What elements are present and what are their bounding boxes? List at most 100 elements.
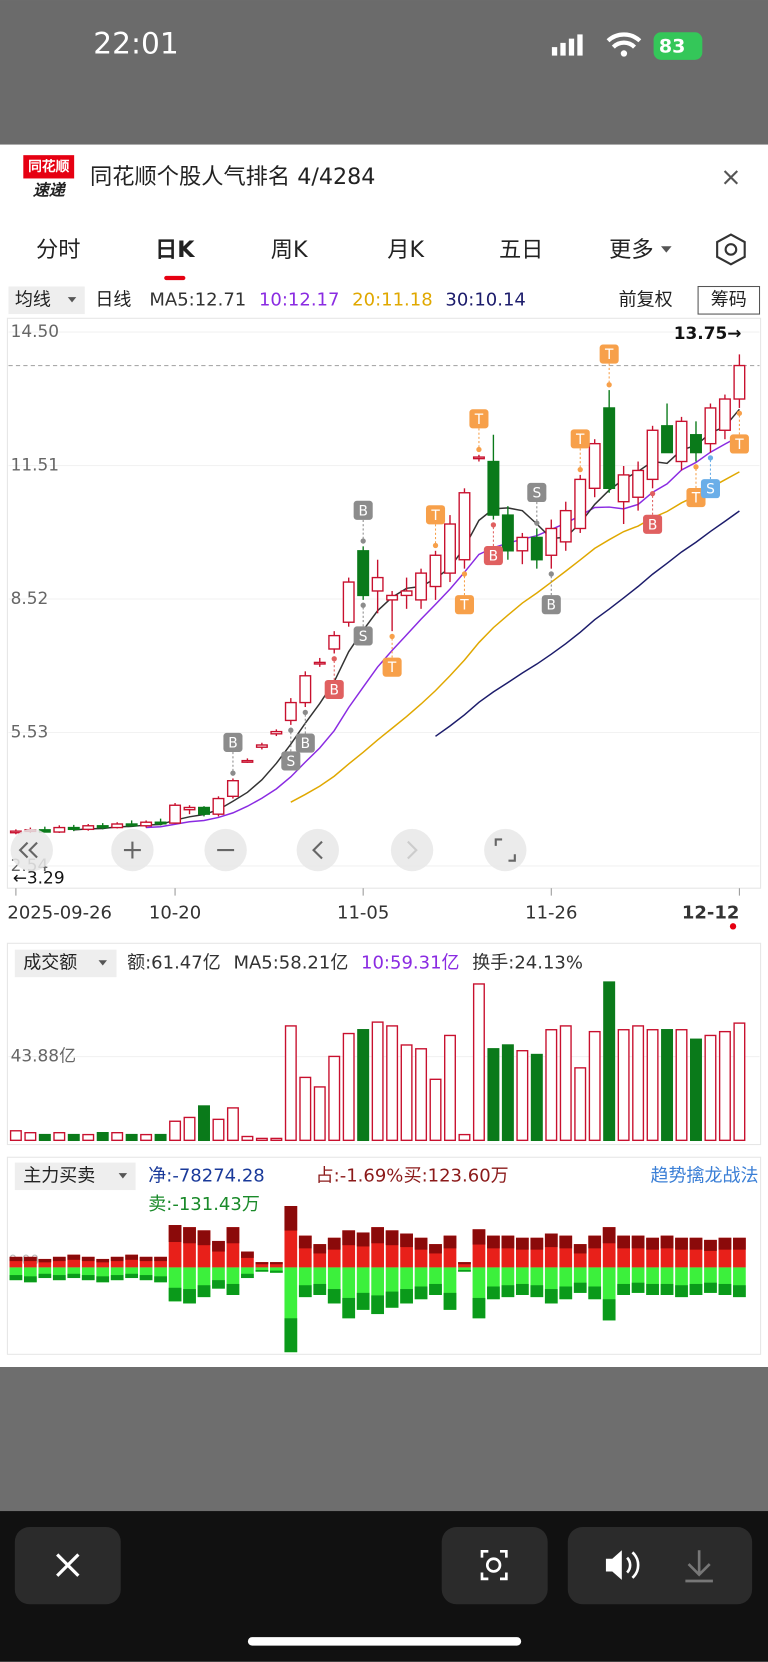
flow-selector[interactable] bbox=[14, 1162, 136, 1191]
signal-dot bbox=[649, 490, 656, 497]
sell-bar-bottom bbox=[168, 1287, 182, 1302]
candle-body bbox=[212, 797, 225, 815]
volume-bar bbox=[588, 1030, 601, 1142]
buy-bar-top bbox=[67, 1254, 81, 1260]
volume-bar bbox=[386, 1025, 399, 1142]
tab[interactable]: 周K bbox=[271, 237, 309, 263]
sell-bar-bottom bbox=[226, 1283, 240, 1295]
signal-label: T bbox=[387, 660, 397, 676]
x-tick-label: 10-20 bbox=[149, 903, 201, 924]
signal-label: T bbox=[604, 347, 614, 363]
buy-bar-top bbox=[617, 1235, 630, 1249]
buy-bar-top bbox=[675, 1237, 688, 1250]
buy-bar-top bbox=[327, 1237, 341, 1250]
backdrop bbox=[0, 1367, 768, 1512]
logo bbox=[23, 155, 75, 179]
signal-label: S bbox=[706, 482, 715, 498]
sell-bar-bottom bbox=[197, 1285, 211, 1298]
flow-buy: 买:123.60万 bbox=[404, 1165, 509, 1186]
sell-bar-bottom bbox=[515, 1283, 529, 1295]
control-fullscreen[interactable] bbox=[484, 828, 527, 872]
signal-badge bbox=[353, 626, 373, 646]
signal-dot bbox=[606, 382, 612, 388]
candle-body bbox=[299, 675, 312, 704]
candle-body bbox=[690, 434, 702, 454]
sell-bar-bottom bbox=[602, 1299, 616, 1321]
buy-bar-top bbox=[429, 1244, 442, 1254]
flow-link[interactable]: 趋势擒龙战法 bbox=[650, 1165, 758, 1186]
sell-bar-bottom bbox=[487, 1286, 500, 1300]
signal-dot bbox=[432, 542, 439, 549]
volume-bar bbox=[444, 1034, 456, 1142]
signal-dot bbox=[490, 522, 497, 528]
x-tick-label: 12-12 bbox=[682, 903, 740, 924]
tab[interactable]: 更多 bbox=[609, 237, 653, 263]
sell-bar-bottom bbox=[718, 1283, 732, 1295]
settings-button[interactable] bbox=[716, 233, 746, 266]
close-button[interactable] bbox=[723, 170, 739, 185]
volume-bar bbox=[226, 1107, 239, 1142]
signal-badge bbox=[324, 679, 344, 700]
adjust[interactable]: 前复权 bbox=[619, 289, 673, 310]
sound-button[interactable] bbox=[605, 1550, 622, 1580]
volume-bar bbox=[603, 981, 616, 1142]
candle-body bbox=[67, 826, 80, 831]
control-prev[interactable] bbox=[296, 828, 339, 872]
volume-bar bbox=[342, 1032, 355, 1142]
buy-bar bbox=[139, 1256, 153, 1268]
signal-dot bbox=[707, 455, 714, 461]
volume-stat: 换手:24.13% bbox=[472, 952, 583, 973]
candle-body bbox=[386, 594, 399, 601]
candle-body bbox=[255, 744, 268, 748]
sell-bar-bottom bbox=[646, 1283, 659, 1295]
volume-bar bbox=[501, 1044, 514, 1142]
volume-bar bbox=[328, 1055, 341, 1142]
volume-selector-label: 成交额 bbox=[23, 952, 77, 973]
candle-body bbox=[458, 492, 471, 561]
candle-body bbox=[270, 730, 283, 735]
tab[interactable]: 五日 bbox=[499, 237, 543, 263]
buy-bar bbox=[154, 1256, 167, 1268]
buy-bar-top bbox=[718, 1237, 732, 1250]
control-rewind[interactable] bbox=[10, 828, 53, 872]
sell-bar-bottom bbox=[342, 1297, 356, 1319]
dismiss-icon bbox=[56, 1553, 80, 1577]
candle-body bbox=[704, 407, 717, 445]
scan-button[interactable] bbox=[441, 1526, 548, 1605]
candle-body bbox=[675, 420, 688, 463]
sell-bar-bottom bbox=[67, 1273, 81, 1279]
x-tick-label: 2025-09-26 bbox=[7, 903, 112, 924]
volume-bar bbox=[574, 1067, 587, 1142]
control-next[interactable] bbox=[390, 828, 434, 872]
ma-legend: MA5:12.71 10:12.17 20:11.18 30:10.14 bbox=[149, 289, 526, 310]
volume-bar bbox=[125, 1133, 138, 1142]
signal-badge bbox=[469, 409, 489, 429]
tab[interactable]: 日K bbox=[155, 237, 195, 263]
ma-line bbox=[146, 435, 740, 829]
volume-selector[interactable] bbox=[14, 949, 117, 978]
tab[interactable]: 月K bbox=[387, 237, 425, 263]
volume-bar bbox=[472, 983, 485, 1142]
signal-badge bbox=[541, 595, 561, 615]
signal-label: T bbox=[734, 437, 744, 453]
signal-badge bbox=[281, 751, 301, 771]
buy-bar-top bbox=[255, 1262, 269, 1265]
buy-bar-top bbox=[385, 1230, 399, 1246]
buy-bar-top bbox=[371, 1227, 384, 1244]
buy-bar-top bbox=[544, 1233, 558, 1248]
chips-button[interactable] bbox=[697, 285, 761, 315]
buy-bar-top bbox=[573, 1244, 587, 1254]
candle-body bbox=[140, 821, 153, 827]
volume-bar bbox=[140, 1133, 153, 1142]
tab[interactable]: 分时 bbox=[36, 237, 80, 263]
ma-item: MA5:12.71 bbox=[149, 289, 246, 310]
flow-chart: 0.00 bbox=[8, 1205, 746, 1353]
candle-body bbox=[154, 821, 167, 825]
buy-bar bbox=[110, 1256, 124, 1268]
volume-bar bbox=[53, 1132, 66, 1142]
buy-bar-top bbox=[501, 1235, 515, 1249]
sell-bar bbox=[255, 1267, 269, 1272]
download-button[interactable] bbox=[685, 1550, 713, 1583]
candle-body bbox=[574, 478, 587, 530]
buy-bar-top bbox=[298, 1235, 312, 1249]
